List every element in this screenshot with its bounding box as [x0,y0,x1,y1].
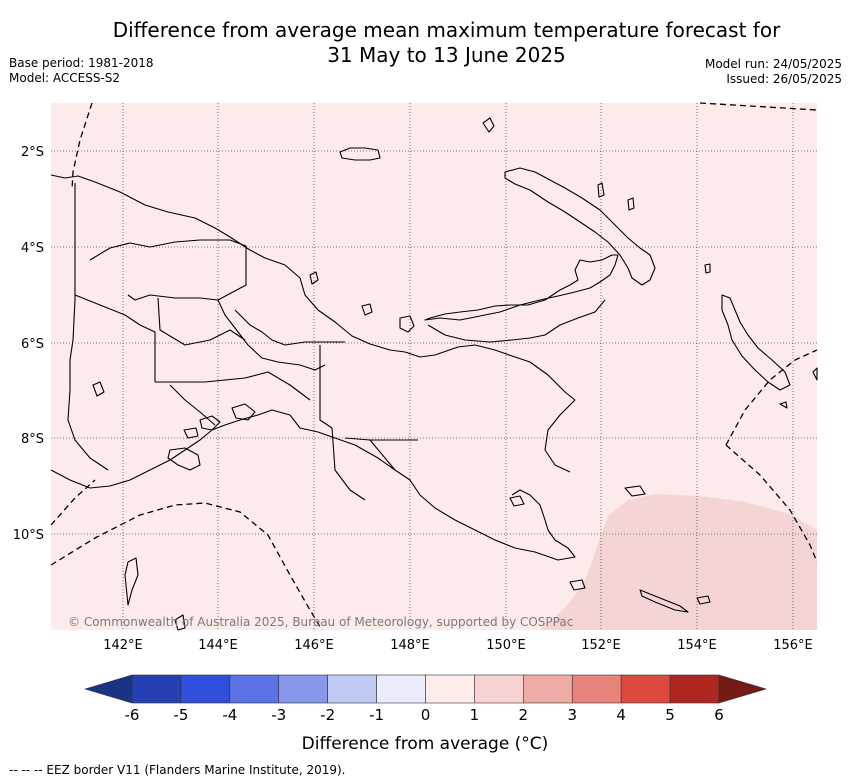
colorbar-low-arrow [83,674,133,704]
colorbar-high-arrow [718,674,768,704]
colorbar-title: Difference from average (°C) [302,734,549,754]
longitude-labels: 142°E 144°E 146°E 148°E 150°E 152°E 154°… [103,638,813,653]
colorbar-tick-label: -6 [125,706,140,724]
colorbar-tick-label: 6 [714,706,724,724]
colorbar-cell [669,674,720,704]
lon-label-154e: 154°E [677,638,717,653]
lon-label-142e: 142°E [103,638,143,653]
colorbar-cell [131,674,182,704]
colorbar-tick-label: -1 [369,706,384,724]
colorbar-cell [620,674,671,704]
colorbar-tick-label: 1 [470,706,480,724]
colorbar-tick-label: -5 [173,706,188,724]
lon-label-144e: 144°E [198,638,238,653]
warm-anomaly-zone [540,494,817,630]
colorbar-cell [278,674,328,704]
lat-label-10s: 10°S [13,528,44,543]
lat-label-8s: 8°S [21,432,44,447]
title-line-1: Difference from average mean maximum tem… [112,18,781,42]
grid-lines [51,103,817,630]
colorbar-cell [474,674,524,704]
eez-legend-note: -- -- -- EEZ border V11 (Flanders Marine… [9,763,346,777]
colorbar-tick-label: -2 [320,706,335,724]
colorbar-cells [131,674,720,704]
lat-label-2s: 2°S [21,145,44,160]
colorbar-cell [229,674,280,704]
colorbar-cell [327,674,377,704]
colorbar: -6 -5 -4 -3 -2 -1 0 1 2 3 4 5 6 [83,674,768,724]
colorbar-tick-label: 5 [665,706,675,724]
eez-borders [50,102,818,631]
colorbar-tick-label: 0 [421,706,431,724]
model-run: Model run: 24/05/2025 [704,57,842,71]
latitude-labels: 2°S 4°S 6°S 8°S 10°S [13,145,44,543]
colorbar-cell [523,674,573,704]
colorbar-tick-label: -4 [222,706,237,724]
lon-label-152e: 152°E [581,638,621,653]
copyright-notice: © Commonwealth of Australia 2025, Bureau… [68,615,573,629]
meta-left: Base period: 1981-2018 Model: ACCESS-S2 [9,56,154,86]
issued-date: Issued: 26/05/2025 [726,72,842,86]
title-line-2: 31 May to 13 June 2025 [327,43,566,67]
coastlines [50,117,818,631]
lon-label-146e: 146°E [294,638,334,653]
model-name: Model: ACCESS-S2 [9,71,121,85]
lat-label-4s: 4°S [21,241,44,256]
lat-label-6s: 6°S [21,337,44,352]
colorbar-tick-label: -3 [271,706,286,724]
map-title: Difference from average mean maximum tem… [0,18,850,68]
colorbar-tick-label: 4 [616,706,626,724]
base-period: Base period: 1981-2018 [9,56,154,70]
meta-right: Model run: 24/05/2025 Issued: 26/05/2025 [705,57,842,87]
colorbar-cell [425,674,475,704]
colorbar-cell [571,674,622,704]
lon-label-156e: 156°E [773,638,813,653]
lon-label-148e: 148°E [390,638,430,653]
lon-label-150e: 150°E [486,638,526,653]
colorbar-cell [180,674,231,704]
colorbar-tick-labels: -6 -5 -4 -3 -2 -1 0 1 2 3 4 5 6 [125,706,724,724]
colorbar-tick-label: 3 [567,706,577,724]
colorbar-tick-label: 2 [519,706,529,724]
colorbar-cell [376,674,426,704]
